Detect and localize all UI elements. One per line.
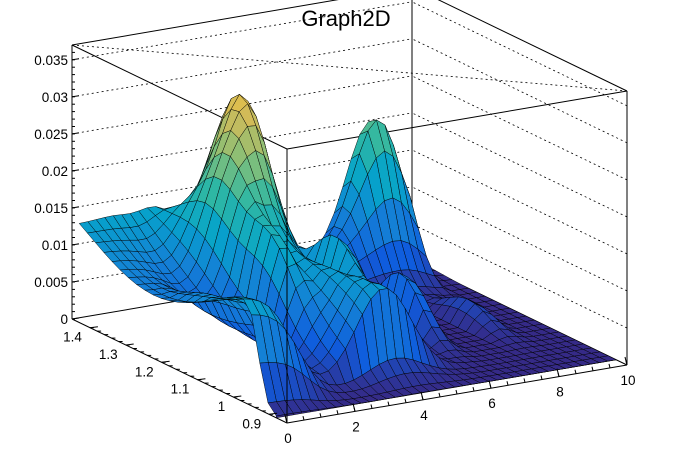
x-minor-tick: [625, 360, 628, 366]
x-minor-tick: [302, 415, 305, 421]
grid-line-side: [411, 149, 628, 255]
x-minor-tick: [438, 392, 441, 398]
y-tick-label: 1: [218, 399, 226, 414]
surface-skirt: [590, 362, 600, 365]
z-tick-label: 0: [60, 312, 68, 327]
x-minor-tick: [336, 410, 339, 415]
y-axis-line: [71, 318, 288, 424]
x-tick-label: 4: [420, 408, 428, 423]
y-tick-label: 1.2: [135, 364, 154, 379]
y-tick-label: 1.4: [63, 330, 82, 345]
box-diagonal: [71, 44, 628, 92]
grid-line-side: [411, 75, 628, 181]
z-tick-label: 0.02: [42, 164, 68, 179]
x-tick-label: 0: [284, 431, 292, 446]
box-edge: [437, 0, 628, 92]
surface-skirt: [607, 359, 617, 362]
z-tick-label: 0.025: [34, 127, 68, 142]
z-tick-label: 0.015: [34, 201, 68, 216]
x-tick-label: 8: [556, 385, 564, 400]
x-minor-tick: [506, 381, 509, 386]
box-edge: [71, 0, 339, 46]
x-tick-label: 10: [620, 373, 635, 388]
x-minor-tick: [523, 378, 526, 383]
grid-line-side: [411, 1, 628, 107]
x-minor-tick: [557, 372, 560, 377]
x-minor-tick: [489, 384, 492, 389]
y-tick-label: 1.1: [171, 382, 190, 397]
x-minor-tick: [455, 389, 458, 395]
surface-skirt: [573, 365, 583, 368]
z-tick-label: 0.035: [34, 53, 68, 68]
box-edge: [286, 90, 628, 150]
x-minor-tick: [370, 404, 373, 409]
grid-line-side: [411, 38, 628, 144]
x-tick-label: 6: [488, 396, 496, 411]
frame-box-front: [71, 44, 628, 423]
surface-skirt: [488, 379, 498, 382]
surface-skirt: [505, 376, 515, 379]
x-minor-tick: [319, 413, 322, 418]
x-tick-label: 2: [352, 419, 360, 434]
x-minor-tick: [540, 375, 543, 380]
chart-title: Graph2D: [301, 6, 390, 31]
x-minor-tick: [472, 386, 475, 392]
y-tick-label: 1.3: [99, 347, 118, 362]
axes: 00.0050.010.0150.020.0250.030.0350246810…: [34, 45, 636, 446]
surface-skirt: [539, 371, 549, 374]
x-minor-tick: [591, 366, 594, 371]
surface: [78, 94, 617, 419]
x-minor-tick: [608, 363, 611, 369]
x-minor-tick: [387, 401, 390, 406]
grid-line-back: [71, 38, 413, 98]
z-tick-label: 0.005: [34, 275, 68, 290]
z-tick-label: 0.03: [42, 90, 68, 105]
grid-line-side: [411, 112, 628, 218]
x-minor-tick: [421, 395, 424, 400]
x-minor-tick: [404, 398, 407, 403]
x-minor-tick: [574, 369, 577, 374]
y-tick-label: 0.9: [242, 416, 261, 431]
z-tick-label: 0.01: [42, 238, 68, 253]
surface-skirt: [522, 374, 532, 377]
x-minor-tick: [353, 407, 356, 412]
